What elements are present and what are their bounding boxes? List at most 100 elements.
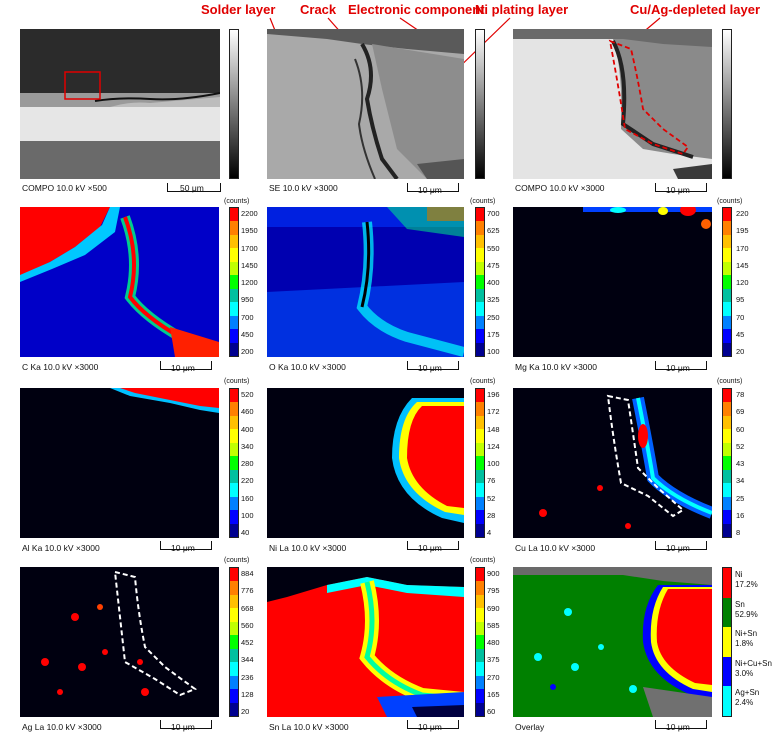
- colorbar-tick-label: 124: [487, 441, 500, 451]
- overlay-legend-percent: 1.8%: [735, 639, 754, 649]
- colorbar-tick-label: 375: [487, 655, 500, 665]
- grayscale-bar-3: [722, 29, 732, 179]
- al-units: (counts): [224, 378, 250, 385]
- colorbar-segment: [230, 568, 238, 582]
- colorbar-tick-label: 250: [487, 312, 500, 322]
- al-scale-label: 10 μm: [171, 543, 195, 553]
- colorbar-segment: [230, 635, 238, 649]
- colorbar-segment: [230, 675, 238, 690]
- colorbar-segment: [230, 221, 238, 235]
- colorbar-segment: [476, 675, 484, 690]
- colorbar-segment: [476, 568, 484, 582]
- al-scalebar: [160, 541, 212, 550]
- colorbar-segment: [476, 415, 484, 430]
- colorbar-segment: [476, 248, 484, 262]
- se-3000-scale-label: 10 μm: [418, 185, 442, 195]
- colorbar-segment: [476, 608, 484, 622]
- colorbar-tick-label: 43: [736, 459, 745, 468]
- compo-500-scale-label: 50 μm: [180, 183, 204, 193]
- cu-la-map: [513, 388, 712, 538]
- ni-colorbar: [475, 388, 485, 538]
- colorbar-tick-label: 52: [487, 493, 496, 503]
- ni-la-map: [267, 388, 464, 538]
- colorbar-tick-label: 8: [736, 528, 741, 537]
- ni-units: (counts): [470, 378, 496, 385]
- colorbar-segment: [476, 510, 484, 524]
- colorbar-segment: [723, 275, 731, 289]
- colorbar-segment: [723, 496, 731, 511]
- colorbar-segment: [476, 261, 484, 276]
- colorbar-tick-label: 165: [487, 689, 500, 699]
- overlay-map: [513, 567, 712, 717]
- colorbar-tick-label: 25: [736, 493, 745, 503]
- compo-500-scalebar: [167, 183, 221, 192]
- overlay-legend-name: Ag+Sn: [735, 688, 760, 698]
- colorbar-tick-label: 340: [241, 441, 254, 451]
- colorbar-segment: [476, 442, 484, 457]
- se-3000-caption: SE 10.0 kV ×3000: [269, 183, 338, 193]
- colorbar-segment: [476, 288, 484, 303]
- c-units: (counts): [224, 198, 250, 205]
- colorbar-segment: [230, 288, 238, 303]
- colorbar-segment: [476, 234, 484, 249]
- colorbar-tick-label: 128: [241, 689, 254, 699]
- colorbar-tick-label: 700: [241, 312, 254, 322]
- colorbar-tick-label: 452: [241, 638, 254, 647]
- colorbar-segment: [723, 523, 731, 537]
- colorbar-tick-label: 78: [736, 390, 745, 399]
- o-colorbar: [475, 207, 485, 357]
- overlay-legend-entry: Ni+Cu+Sn 3.0%: [735, 659, 772, 679]
- colorbar-segment: [723, 483, 731, 497]
- colorbar-segment: [230, 302, 238, 316]
- colorbar-segment: [723, 402, 731, 416]
- colorbar-tick-label: 270: [487, 672, 500, 682]
- o-units: (counts): [470, 198, 496, 205]
- colorbar-segment: [230, 581, 238, 595]
- overlay-legend-percent: 3.0%: [735, 668, 754, 678]
- cu-units: (counts): [717, 378, 743, 385]
- colorbar-tick-label: 1700: [241, 243, 258, 253]
- colorbar-tick-label: 884: [241, 569, 254, 578]
- o-scalebar: [407, 361, 459, 370]
- overlay-legend-entry: Sn 52.9%: [735, 600, 758, 620]
- colorbar-tick-label: 900: [487, 569, 500, 578]
- colorbar-tick-label: 60: [736, 424, 745, 434]
- ag-scalebar: [160, 720, 212, 729]
- colorbar-segment: [476, 329, 484, 343]
- colorbar-tick-label: 1200: [241, 278, 258, 287]
- ag-colorbar: [229, 567, 239, 717]
- ni-scale-label: 10 μm: [418, 543, 442, 553]
- colorbar-tick-label: 400: [487, 278, 500, 287]
- colorbar-tick-label: 560: [241, 620, 254, 630]
- colorbar-segment: [230, 662, 238, 676]
- colorbar-tick-label: 16: [736, 510, 745, 520]
- colorbar-tick-label: 325: [487, 295, 500, 305]
- sn-colorbar: [475, 567, 485, 717]
- colorbar-segment: [476, 389, 484, 403]
- c-scale-label: 10 μm: [171, 363, 195, 373]
- colorbar-tick-label: 95: [736, 295, 745, 305]
- colorbar-tick-label: 1450: [241, 260, 258, 270]
- colorbar-segment: [723, 288, 731, 303]
- colorbar-segment: [476, 469, 484, 484]
- colorbar-segment: [230, 594, 238, 609]
- colorbar-tick-label: 100: [487, 459, 500, 468]
- c-colorbar: [229, 207, 239, 357]
- colorbar-segment: [723, 248, 731, 262]
- colorbar-segment: [476, 594, 484, 609]
- colorbar-segment: [230, 456, 238, 470]
- mg-caption: Mg Ka 10.0 kV ×3000: [515, 362, 597, 372]
- colorbar-tick-label: 120: [736, 278, 749, 287]
- colorbar-segment: [476, 315, 484, 330]
- colorbar-segment: [230, 483, 238, 497]
- colorbar-segment: [476, 342, 484, 356]
- cu-colorbar: [722, 388, 732, 538]
- colorbar-tick-label: 100: [241, 510, 254, 520]
- overlay-legend-percent: 17.2%: [735, 580, 758, 589]
- colorbar-tick-label: 170: [736, 243, 749, 253]
- sn-scalebar: [407, 720, 459, 729]
- colorbar-segment: [230, 469, 238, 484]
- o-ka-map: [267, 207, 464, 357]
- colorbar-tick-label: 950: [241, 295, 254, 305]
- colorbar-segment: [476, 648, 484, 663]
